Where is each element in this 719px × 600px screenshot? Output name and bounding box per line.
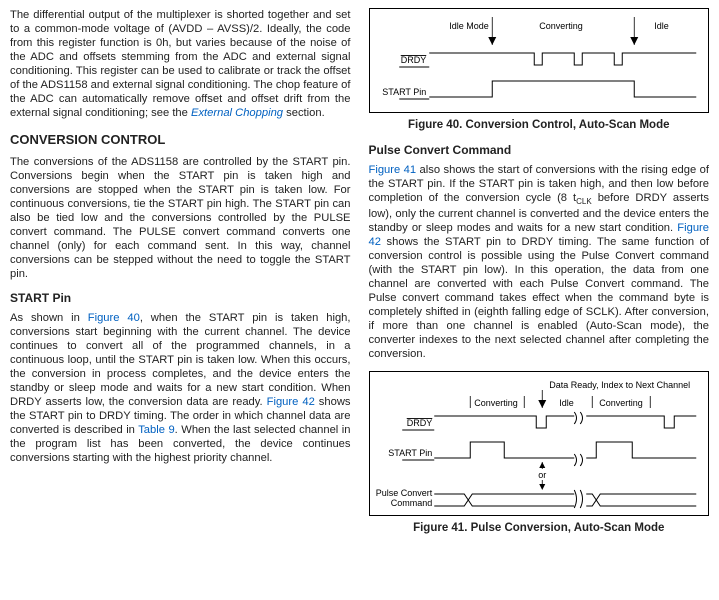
two-column-layout: The differential output of the multiplex… (10, 8, 709, 546)
figure41-svg: Data Ready, Index to Next Channel Conver… (374, 378, 705, 513)
figure41-box: Data Ready, Index to Next Channel Conver… (369, 371, 710, 516)
paragraph-start-pin: As shown in Figure 40, when the START pi… (10, 311, 351, 465)
fig41-ready-label: Data Ready, Index to Next Channel (549, 380, 690, 390)
left-column: The differential output of the multiplex… (10, 8, 351, 546)
paragraph-pulse-convert: Figure 41 also shows the start of conver… (369, 163, 710, 361)
figure40-svg: Idle Mode Converting Idle DRDY START Pin (374, 15, 705, 110)
fig41-start-label: START Pin (388, 448, 432, 458)
fig40-drdy-label: DRDY (400, 55, 426, 65)
figure41-caption: Figure 41. Pulse Conversion, Auto-Scan M… (369, 522, 710, 534)
right-column: Idle Mode Converting Idle DRDY START Pin… (369, 8, 710, 546)
figure42-link-1[interactable]: Figure 42 (267, 396, 315, 408)
heading-start-pin: START Pin (10, 291, 351, 305)
fig40-start-label: START Pin (382, 87, 426, 97)
pr1-text-b: shows the START pin to DRDY timing. The … (369, 236, 710, 360)
fig40-conv-label: Converting (539, 21, 583, 31)
p1-text: The differential output of the multiplex… (10, 9, 351, 119)
fig41-pulse1-label: Pulse Convert (375, 488, 432, 498)
heading-conversion-control: CONVERSION CONTROL (10, 132, 351, 147)
p3-text-a: As shown in (10, 312, 88, 324)
external-chopping-link[interactable]: External Chopping (191, 107, 283, 119)
table9-link[interactable]: Table 9 (138, 424, 174, 436)
figure41-link[interactable]: Figure 41 (369, 164, 417, 176)
fig41-drdy-label: DRDY (406, 418, 432, 428)
p3-text-b: , when the START pin is taken high, conv… (10, 312, 351, 408)
fig41-idle-label: Idle (559, 398, 574, 408)
fig40-idle1-label: Idle Mode (449, 21, 489, 31)
fig41-conv2-label: Converting (599, 398, 643, 408)
fig41-conv1-label: Converting (474, 398, 518, 408)
fig41-or-label: or (538, 470, 546, 480)
paragraph-multiplexer-offset: The differential output of the multiplex… (10, 8, 351, 120)
tclk-sub: CLK (576, 197, 592, 206)
figure40-box: Idle Mode Converting Idle DRDY START Pin (369, 8, 710, 113)
figure40-link[interactable]: Figure 40 (88, 312, 140, 324)
paragraph-conversion-control: The conversions of the ADS1158 are contr… (10, 155, 351, 281)
p1-tail: section. (283, 107, 325, 119)
heading-pulse-convert: Pulse Convert Command (369, 143, 710, 157)
figure40-caption: Figure 40. Conversion Control, Auto-Scan… (369, 119, 710, 131)
fig40-idle2-label: Idle (654, 21, 669, 31)
fig41-pulse2-label: Command (390, 498, 432, 508)
